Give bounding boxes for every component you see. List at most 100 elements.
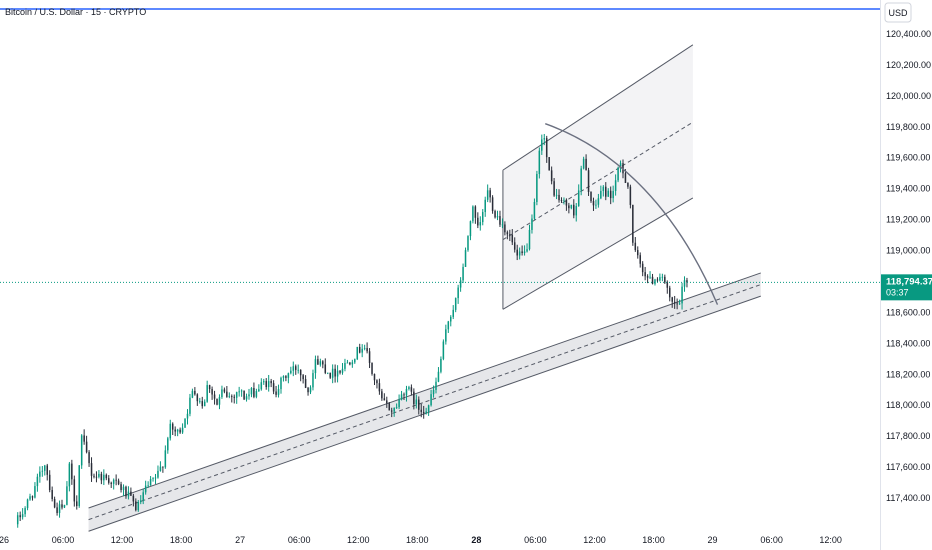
candle-down xyxy=(366,348,368,352)
candle-down xyxy=(125,486,127,497)
candle-up xyxy=(66,486,68,505)
candle-down xyxy=(592,201,595,206)
last-price-value: 118,794.37 xyxy=(886,276,932,287)
channel-fill xyxy=(502,44,693,310)
candle-up xyxy=(199,401,201,402)
candle-up xyxy=(344,363,346,369)
candle-up xyxy=(164,450,167,468)
candle-up xyxy=(526,249,528,252)
candle-up xyxy=(39,471,41,477)
arc-drawing[interactable] xyxy=(545,123,719,305)
price-tick-label: 117,600.00 xyxy=(886,462,930,472)
channel-upper-line[interactable] xyxy=(502,44,694,171)
candle-down xyxy=(644,272,646,277)
candle-up xyxy=(612,190,614,199)
price-tick-label: 117,800.00 xyxy=(886,431,930,441)
candle-up xyxy=(597,198,600,205)
price-tick-label: 119,800.00 xyxy=(886,122,930,132)
candle-down xyxy=(371,362,373,374)
candle-down xyxy=(676,303,678,305)
candle-down xyxy=(390,410,393,412)
candle-up xyxy=(354,359,356,363)
candle-down xyxy=(299,369,302,376)
candle-up xyxy=(582,158,585,169)
candle-up xyxy=(538,150,541,174)
trendline-upper-edge[interactable] xyxy=(88,272,761,509)
candle-up xyxy=(127,491,130,497)
time-tick-label: 28 xyxy=(471,535,481,545)
candle-down xyxy=(110,482,112,484)
candle-down xyxy=(403,394,405,396)
candle-down xyxy=(223,389,226,392)
candle-down xyxy=(171,423,174,430)
candle-up xyxy=(430,394,432,406)
candle-up xyxy=(206,385,208,402)
candle-down xyxy=(162,466,164,468)
candle-up xyxy=(341,368,344,373)
time-tick-label: 12:00 xyxy=(819,535,842,545)
price-axis[interactable]: 117,400.00 117,600.00 117,800.00 118,000.00… xyxy=(886,29,931,503)
candle-down xyxy=(196,394,199,402)
candle-up xyxy=(427,405,430,412)
candle-down xyxy=(76,501,78,506)
candle-down xyxy=(339,370,341,373)
candle-up xyxy=(415,399,418,405)
candle-down xyxy=(53,498,56,508)
candle-down xyxy=(624,173,627,183)
ascending-trendline-drawing[interactable] xyxy=(88,272,761,532)
candle-down xyxy=(132,495,135,502)
candle-down xyxy=(388,403,391,411)
candle-up xyxy=(238,391,240,393)
time-tick-label: 18:00 xyxy=(406,535,429,545)
candle-down xyxy=(560,200,563,201)
candle-up xyxy=(346,362,349,364)
arc-curve[interactable] xyxy=(545,123,719,305)
candle-down xyxy=(334,368,336,377)
candle-down xyxy=(105,474,108,479)
candle-up xyxy=(68,463,71,487)
candle-up xyxy=(405,388,408,396)
time-axis[interactable]: 26 06:00 12:00 18:00 27 06:00 12:00 18:00 28 06:0… xyxy=(0,535,842,545)
candle-down xyxy=(550,170,553,182)
candle-down xyxy=(686,280,688,283)
parallel-channel-drawing[interactable] xyxy=(502,44,694,310)
channel-lower-line[interactable] xyxy=(502,197,694,310)
candle-down xyxy=(629,186,632,205)
candle-down xyxy=(641,263,644,273)
candle-down xyxy=(71,463,73,480)
candle-up xyxy=(457,287,459,299)
candle-up xyxy=(447,321,450,330)
candle-down xyxy=(504,224,506,233)
currency-button[interactable] xyxy=(884,2,912,23)
candle-down xyxy=(231,396,233,397)
trendline-lower-edge[interactable] xyxy=(88,295,761,532)
candle-down xyxy=(553,181,555,196)
candle-down xyxy=(627,182,629,187)
candle-up xyxy=(149,479,152,486)
time-tick-label: 26 xyxy=(0,535,9,545)
price-tick-label: 118,600.00 xyxy=(886,307,930,317)
price-tick-label: 117,400.00 xyxy=(886,493,930,503)
candle-up xyxy=(450,316,452,322)
candle-down xyxy=(656,279,659,281)
candle-down xyxy=(605,186,607,197)
candle-down xyxy=(422,411,425,414)
currency-label: USD xyxy=(888,8,908,18)
price-tick-label: 119,200.00 xyxy=(886,215,930,225)
price-tick-label: 119,400.00 xyxy=(886,184,930,194)
candle-up xyxy=(98,473,100,477)
candle-up xyxy=(176,429,179,432)
candle-up xyxy=(536,173,538,202)
candle-up xyxy=(36,476,39,487)
candle-down xyxy=(19,515,21,518)
candle-down xyxy=(275,391,277,395)
candle-down xyxy=(545,138,548,158)
price-tick-label: 120,000.00 xyxy=(886,91,931,101)
candle-up xyxy=(63,504,66,508)
candle-up xyxy=(255,391,258,397)
candlestick-series xyxy=(16,133,688,528)
candle-up xyxy=(103,474,105,481)
price-tick-label: 120,400.00 xyxy=(886,29,931,39)
candle-down xyxy=(418,399,420,410)
